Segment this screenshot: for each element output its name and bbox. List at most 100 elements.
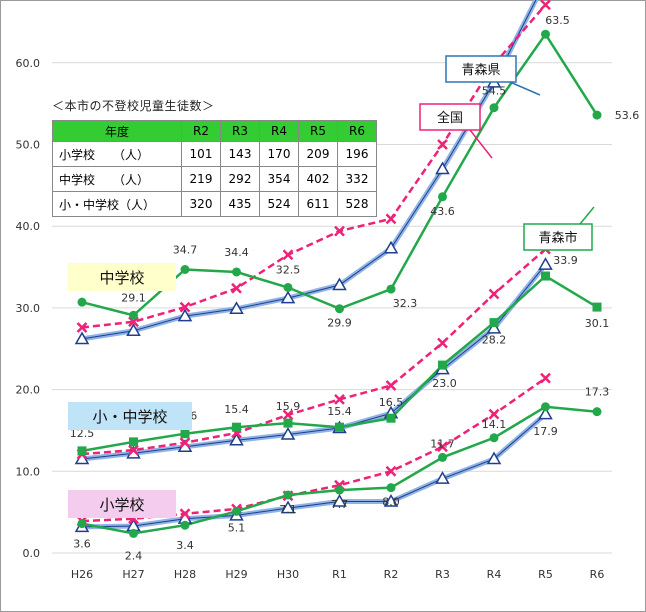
header-r5: R5 [298,120,338,142]
table-cell: 196 [337,141,377,167]
x-tick-label: R6 [590,568,605,581]
table-row: 中学校 （人） 219 292 354 402 332 [52,166,377,192]
marker-national [488,288,500,300]
data-label: 53.6 [615,109,640,122]
marker-aomori-city [386,413,396,423]
header-r6: R6 [337,120,377,142]
x-tick-label: H27 [122,568,144,581]
marker-aomori-pref [538,406,553,420]
marker-aomori-city [77,446,87,456]
marker-aomori-city [541,402,550,412]
marker-national [282,409,294,421]
marker-aomori-city [386,284,396,294]
marker-aomori-city [541,29,550,39]
marker-aomori-city [180,265,190,275]
data-label: 34.4 [224,246,249,259]
table-cell: 611 [298,191,338,217]
data-label: 12.5 [70,427,95,440]
marker-aomori-pref [280,427,296,440]
marker-aomori-city [489,433,499,443]
callout-leader [509,81,541,96]
group-label-box [68,263,176,291]
marker-national [179,508,191,520]
series-line-national [81,3,547,329]
marker-aomori-pref [435,161,450,175]
y-tick-label: 10.0 [16,465,41,478]
marker-aomori-city [386,483,396,493]
marker-aomori-city [232,422,241,432]
y-tick-label: 60.0 [16,57,41,70]
marker-aomori-pref [383,494,399,507]
marker-aomori-city [541,271,550,281]
x-tick-label: R5 [538,568,553,581]
header-year: 年度 [52,120,182,142]
header-r4: R4 [259,120,299,142]
data-label: 33.9 [553,254,578,267]
marker-aomori-pref [229,301,244,314]
callout-box-aomori-pref [445,55,517,83]
x-tick-label: R3 [435,568,450,581]
x-tick-label: H28 [174,568,196,581]
marker-national [179,437,191,449]
marker-aomori-city [283,490,293,500]
data-label: 3.6 [73,538,91,551]
marker-national [540,0,551,11]
marker-aomori-pref [486,320,502,334]
marker-national [437,139,448,150]
marker-national [488,408,500,420]
data-label: 54.5 [482,85,507,98]
series-line-aomori-pref [81,413,546,528]
callout-box-aomori-city [523,223,593,251]
x-tick-label: R4 [487,568,502,581]
marker-national [76,322,88,333]
group-label-box [68,402,192,430]
marker-aomori-pref [332,494,347,507]
marker-aomori-city [592,407,602,417]
table-cell: 332 [337,166,377,192]
table-cell: 170 [259,141,299,167]
marker-national [385,465,397,477]
table-cell: 354 [259,166,299,192]
marker-aomori-city [129,310,138,320]
table-header-row: 年度 R2 R3 R4 R5 R6 [52,120,377,142]
marker-aomori-city [180,429,190,439]
table-cell: 402 [298,166,338,192]
marker-aomori-city [592,302,602,312]
data-label: 15.4 [224,403,249,416]
marker-aomori-city [283,418,293,428]
marker-national [385,380,397,391]
marker-national [179,301,191,313]
callout-box-national [419,103,481,131]
header-r2: R2 [181,120,221,142]
data-label: 63.5 [545,14,570,27]
data-label: 16.5 [379,396,404,409]
table-cell: 528 [337,191,377,217]
marker-aomori-city [283,282,293,292]
y-tick-label: 0.0 [23,547,41,560]
x-tick-label: R2 [384,568,399,581]
data-label: 14.1 [482,418,507,431]
data-label: 8.0 [382,496,400,509]
x-tick-label: R1 [332,568,347,581]
marker-aomori-city [438,452,447,462]
group-label: 小学校 [99,496,144,514]
marker-aomori-city [592,110,602,120]
marker-national [128,316,139,328]
marker-national [385,213,397,225]
series-line-aomori-pref [81,264,546,460]
marker-national [334,394,345,405]
marker-aomori-city [489,318,499,328]
data-label: 34.7 [173,244,198,257]
data-label: 3.4 [176,539,194,552]
data-label: 43.6 [430,205,455,218]
marker-aomori-city [77,519,87,529]
header-r3: R3 [220,120,260,142]
data-label: 17.9 [533,425,558,438]
marker-national [282,249,294,261]
marker-aomori-city [335,422,344,432]
marker-aomori-city [232,506,241,516]
table-cell: 320 [181,191,221,217]
data-label: 7.7 [331,498,349,511]
marker-aomori-city [438,360,447,370]
y-tick-label: 20.0 [16,384,41,397]
